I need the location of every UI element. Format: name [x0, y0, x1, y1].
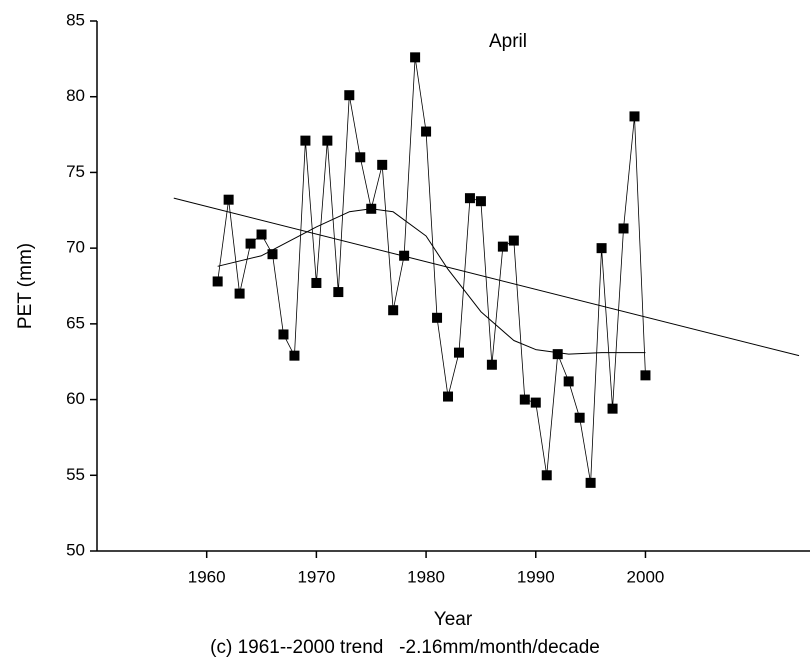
data-point: [278, 329, 289, 340]
caption: (c) 1961--2000 trend -2.16mm/month/decad…: [210, 637, 600, 658]
data-point: [596, 243, 607, 254]
y-tick-label: 75: [66, 162, 85, 181]
series-line: [173, 197, 800, 357]
y-tick-label: 50: [66, 540, 85, 559]
data-point: [333, 287, 344, 298]
data-point: [267, 249, 278, 260]
data-point: [311, 277, 322, 288]
x-axis-label: Year: [434, 609, 473, 630]
data-point: [618, 223, 629, 234]
x-tick-label: 1990: [517, 567, 555, 586]
data-point: [377, 159, 388, 170]
data-point: [475, 196, 486, 207]
data-point: [530, 397, 541, 408]
data-point: [443, 391, 454, 402]
data-point: [223, 194, 234, 205]
x-tick-label: 1960: [188, 567, 226, 586]
data-point: [421, 126, 432, 137]
data-point: [300, 135, 311, 146]
data-point: [464, 193, 475, 204]
y-tick-label: 65: [66, 313, 85, 332]
series-line: [217, 56, 646, 484]
x-tick-label: 2000: [627, 567, 665, 586]
y-tick-label: 85: [66, 10, 85, 29]
x-tick-label: 1980: [407, 567, 445, 586]
data-point: [519, 394, 530, 405]
data-point: [388, 305, 399, 316]
data-point: [585, 477, 596, 488]
data-point: [629, 111, 640, 122]
data-point: [256, 229, 267, 240]
data-point: [453, 347, 464, 358]
data-point: [574, 412, 585, 423]
y-tick-label: 70: [66, 238, 85, 257]
data-point: [289, 350, 300, 361]
data-point: [344, 90, 355, 101]
y-tick-label: 80: [66, 86, 85, 105]
series-line: [217, 208, 646, 355]
y-axis-label: PET (mm): [15, 243, 36, 329]
data-point: [322, 135, 333, 146]
data-point: [541, 470, 552, 481]
data-point: [486, 359, 497, 370]
data-point: [410, 52, 421, 63]
data-point: [607, 403, 618, 414]
data-point: [245, 238, 256, 249]
data-point: [497, 241, 508, 252]
data-point: [234, 288, 245, 299]
annotation: April: [489, 31, 527, 52]
data-point: [432, 312, 443, 323]
data-point: [212, 276, 223, 287]
y-tick-label: 60: [66, 389, 85, 408]
y-tick-label: 55: [66, 465, 85, 484]
x-tick-label: 1970: [297, 567, 335, 586]
data-point: [355, 152, 366, 163]
data-point: [563, 376, 574, 387]
data-point: [552, 349, 563, 360]
data-point: [508, 235, 519, 246]
data-point: [640, 370, 651, 381]
